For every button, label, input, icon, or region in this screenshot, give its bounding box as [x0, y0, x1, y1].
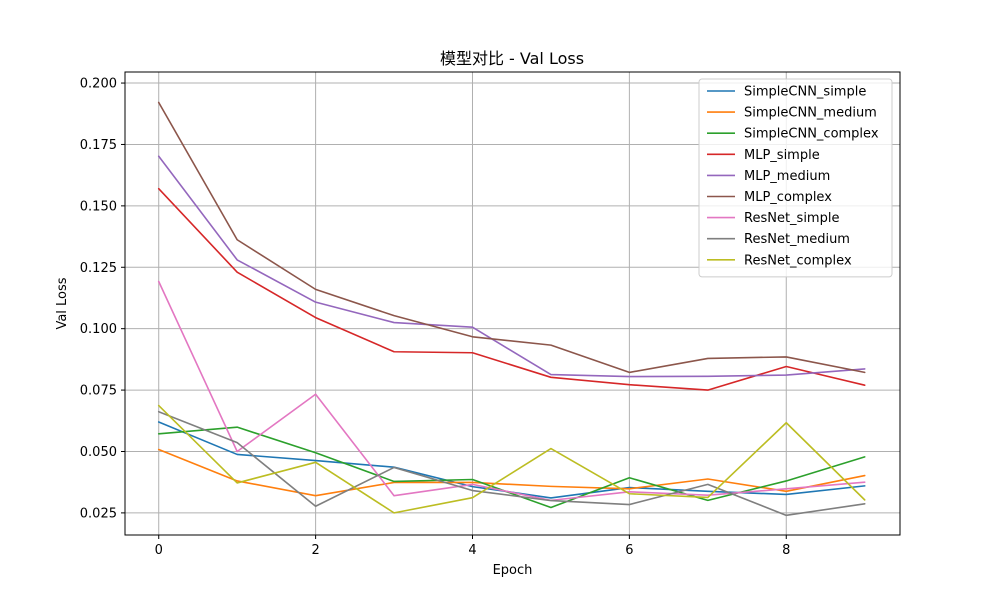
- series-line-MLP_medium: [157, 155, 866, 378]
- series-line-MLP_simple: [157, 187, 866, 391]
- legend-label: ResNet_medium: [744, 232, 850, 247]
- legend: SimpleCNN_simple SimpleCNN_medium SimpleCN…: [698, 78, 893, 278]
- x-tick-label: 0: [155, 543, 163, 558]
- series-line-ResNet_complex: [157, 404, 866, 514]
- x-tick-label: 4: [468, 543, 476, 558]
- legend-label: MLP_complex: [744, 190, 832, 205]
- series-line-SimpleCNN_medium: [157, 448, 866, 497]
- y-tick-label: 0.050: [80, 445, 117, 460]
- x-tick-label: 6: [625, 543, 633, 558]
- y-axis-label: Val Loss: [55, 277, 70, 329]
- y-tick-label: 0.175: [80, 138, 117, 153]
- x-axis: 0 2 4 6 8: [155, 535, 790, 558]
- chart-title: 模型对比 - Val Loss: [440, 49, 584, 68]
- plot-area-frame: [124, 71, 901, 536]
- series-line-ResNet_medium: [157, 410, 866, 517]
- series-group: [157, 101, 866, 517]
- legend-label: ResNet_complex: [744, 253, 852, 268]
- x-axis-label: Epoch: [493, 563, 533, 578]
- legend-label: MLP_medium: [744, 169, 830, 184]
- y-tick-label: 0.125: [80, 261, 117, 276]
- series-line-MLP_complex: [157, 101, 866, 374]
- x-tick-label: 8: [782, 543, 790, 558]
- x-tick-label: 2: [311, 543, 319, 558]
- y-tick-label: 0.150: [80, 199, 117, 214]
- legend-label: SimpleCNN_medium: [744, 106, 877, 121]
- legend-label: MLP_simple: [744, 148, 820, 163]
- legend-label: ResNet_simple: [744, 211, 839, 226]
- y-tick-label: 0.100: [80, 322, 117, 337]
- legend-box: [698, 78, 893, 278]
- series-line-SimpleCNN_complex: [157, 426, 866, 509]
- y-axis: 0.025 0.050 0.075 0.100 0.125 0.150 0.175 0.200: [80, 77, 125, 521]
- series-line-ResNet_simple: [157, 280, 866, 502]
- y-tick-label: 0.075: [80, 384, 117, 399]
- legend-label: SimpleCNN_complex: [744, 127, 879, 142]
- y-tick-label: 0.200: [80, 77, 117, 92]
- y-tick-label: 0.025: [80, 506, 117, 521]
- legend-label: SimpleCNN_simple: [744, 85, 866, 100]
